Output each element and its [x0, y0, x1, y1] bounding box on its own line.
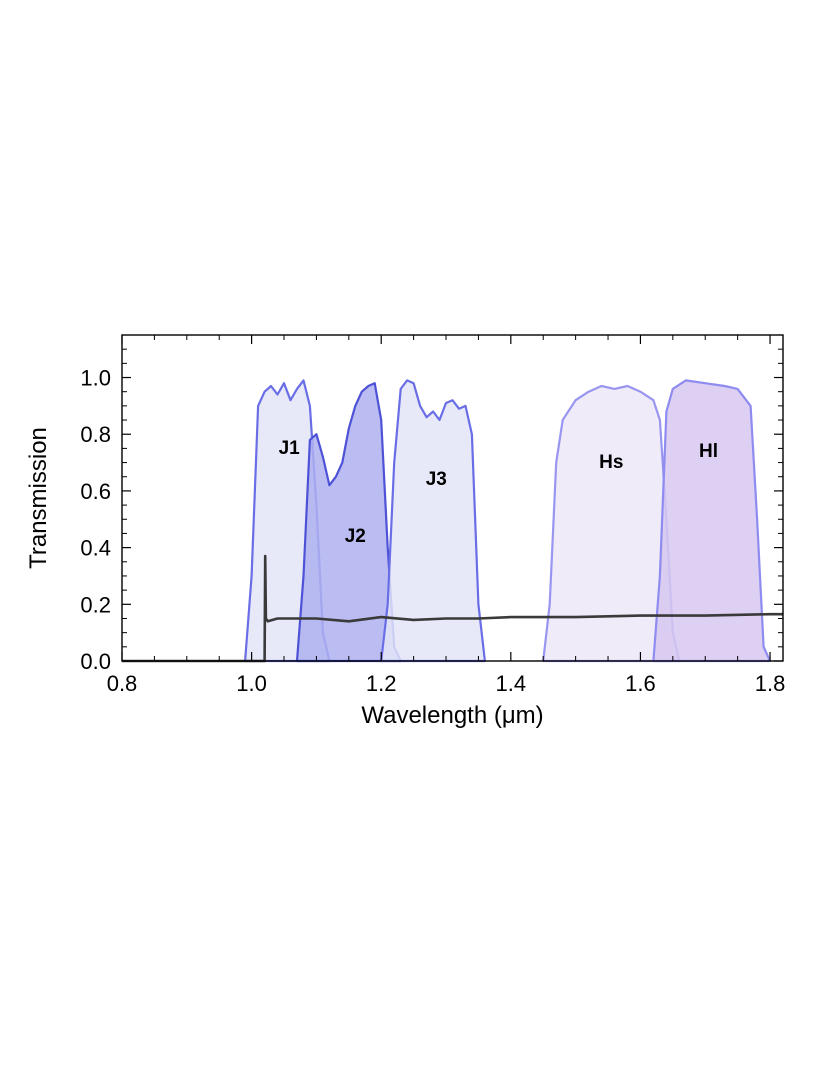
band-label-j2: J2 [345, 526, 366, 547]
band-label-j1: J1 [279, 438, 301, 459]
plot-frame [121, 334, 784, 662]
y-tick-label: 0.0 [80, 649, 111, 674]
x-tick-label: 1.6 [625, 671, 656, 696]
x-axis-title: Wavelength (μm) [361, 702, 543, 729]
y-tick-label: 1.0 [80, 366, 111, 391]
band-label-j3: J3 [426, 469, 447, 490]
band-labels: J1 J2 J3 Hs Hl [279, 438, 718, 547]
band-j3-area [380, 379, 486, 663]
x-tick-label: 1.2 [366, 671, 397, 696]
band-label-hs: Hs [599, 452, 623, 473]
detector-curve [122, 554, 783, 663]
x-tick-label: 1.8 [755, 671, 786, 696]
band-label-hl: Hl [699, 441, 718, 462]
axis-ticks: 0.8 1.0 1.2 1.4 1.6 1.8 0.0 0.2 0.4 0.6 0.8 1.0 [80, 335, 785, 696]
band-hl-area [652, 379, 772, 663]
y-tick-label: 0.6 [80, 479, 111, 504]
y-tick-label: 0.2 [80, 592, 111, 617]
y-tick-label: 0.4 [80, 536, 111, 561]
x-tick-label: 0.8 [107, 671, 138, 696]
y-axis-title: Transmission [25, 427, 52, 569]
x-tick-label: 1.0 [236, 671, 267, 696]
detector-curve-layer [122, 554, 783, 663]
x-tick-label: 1.4 [496, 671, 527, 696]
y-tick-label: 0.8 [80, 422, 111, 447]
